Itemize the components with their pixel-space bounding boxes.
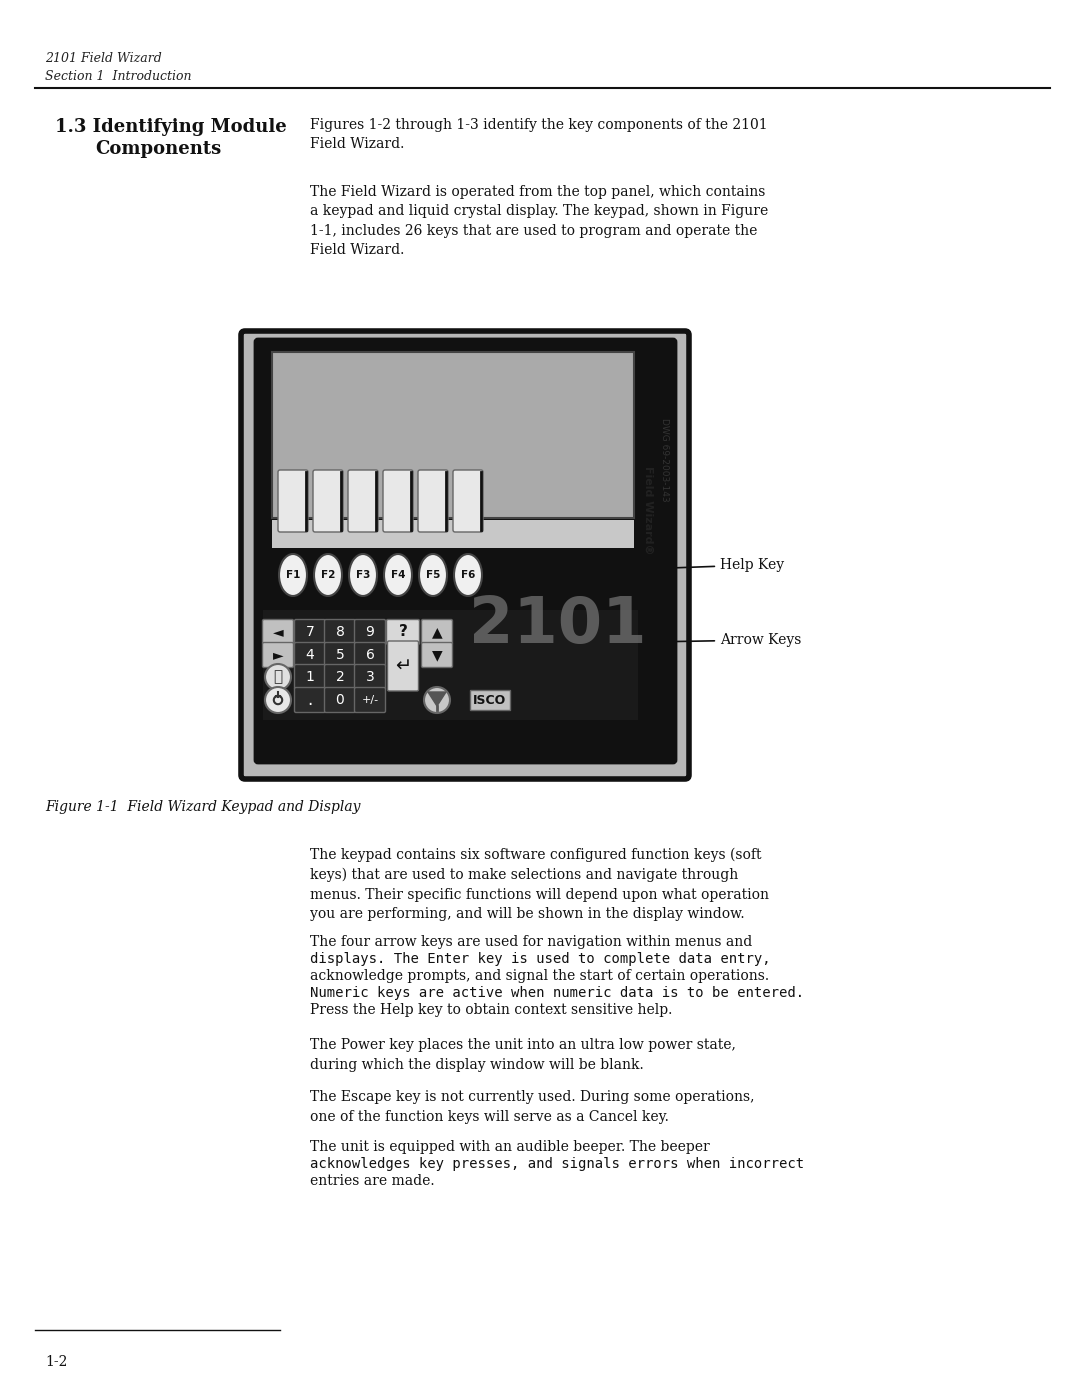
Text: The Power key places the unit into an ultra low power state,
during which the di: The Power key places the unit into an ul… — [310, 1038, 735, 1071]
Text: F5: F5 — [426, 570, 441, 580]
Circle shape — [265, 687, 291, 712]
Text: Components: Components — [95, 140, 221, 158]
Text: F6: F6 — [461, 570, 475, 580]
FancyBboxPatch shape — [418, 469, 448, 532]
FancyBboxPatch shape — [295, 643, 325, 668]
Text: 2: 2 — [336, 671, 345, 685]
Ellipse shape — [314, 555, 342, 597]
Text: 5: 5 — [336, 648, 345, 662]
Text: F1: F1 — [286, 570, 300, 580]
FancyBboxPatch shape — [324, 665, 355, 690]
Text: Numeric keys are active when numeric data is to be entered.: Numeric keys are active when numeric dat… — [310, 986, 805, 1000]
Text: ?: ? — [399, 624, 407, 640]
Text: Field Wizard®: Field Wizard® — [643, 465, 653, 555]
Text: ▲: ▲ — [432, 624, 443, 638]
Text: The four arrow keys are used for navigation within menus and: The four arrow keys are used for navigat… — [310, 935, 753, 949]
Text: ►: ► — [272, 648, 283, 662]
Text: 7: 7 — [306, 624, 314, 638]
FancyBboxPatch shape — [354, 619, 386, 644]
Text: ISCO: ISCO — [473, 693, 507, 707]
FancyBboxPatch shape — [383, 469, 413, 532]
Text: Figure 1-1  Field Wizard Keypad and Display: Figure 1-1 Field Wizard Keypad and Displ… — [45, 800, 361, 814]
FancyBboxPatch shape — [262, 643, 294, 668]
FancyBboxPatch shape — [324, 643, 355, 668]
Text: Section 1  Introduction: Section 1 Introduction — [45, 70, 191, 82]
FancyBboxPatch shape — [354, 665, 386, 690]
Text: Figures 1-2 through 1-3 identify the key components of the 2101
Field Wizard.: Figures 1-2 through 1-3 identify the key… — [310, 117, 768, 151]
Ellipse shape — [419, 555, 447, 597]
FancyBboxPatch shape — [278, 469, 308, 532]
Polygon shape — [428, 692, 446, 705]
Text: Help Key: Help Key — [485, 557, 784, 577]
Text: Ⓘ: Ⓘ — [273, 669, 283, 685]
Text: The keypad contains six software configured function keys (soft
keys) that are u: The keypad contains six software configu… — [310, 848, 769, 922]
Text: F2: F2 — [321, 570, 335, 580]
Text: 9: 9 — [365, 624, 375, 638]
Text: acknowledges key presses, and signals errors when incorrect: acknowledges key presses, and signals er… — [310, 1157, 805, 1171]
Text: displays. The Enter key is used to complete data entry,: displays. The Enter key is used to compl… — [310, 951, 771, 965]
FancyBboxPatch shape — [388, 641, 419, 692]
Ellipse shape — [454, 555, 482, 597]
Text: The Field Wizard is operated from the top panel, which contains
a keypad and liq: The Field Wizard is operated from the to… — [310, 184, 768, 257]
Bar — [272, 352, 634, 518]
Ellipse shape — [384, 555, 411, 597]
Bar — [264, 610, 638, 719]
Circle shape — [424, 687, 450, 712]
Text: 1.3 Identifying Module: 1.3 Identifying Module — [55, 117, 287, 136]
Text: F3: F3 — [355, 570, 370, 580]
Bar — [272, 520, 634, 548]
Text: Press the Help key to obtain context sensitive help.: Press the Help key to obtain context sen… — [310, 1003, 673, 1017]
FancyBboxPatch shape — [295, 665, 325, 690]
Text: 2101: 2101 — [469, 594, 647, 657]
Text: 2101 Field Wizard: 2101 Field Wizard — [45, 52, 162, 66]
Text: 0: 0 — [336, 693, 345, 707]
Text: .: . — [308, 692, 312, 710]
FancyBboxPatch shape — [421, 619, 453, 644]
Text: F4: F4 — [391, 570, 405, 580]
FancyBboxPatch shape — [295, 687, 325, 712]
FancyBboxPatch shape — [255, 339, 676, 763]
Text: ↵: ↵ — [395, 657, 411, 676]
Text: The unit is equipped with an audible beeper. The beeper: The unit is equipped with an audible bee… — [310, 1140, 710, 1154]
Text: ▼: ▼ — [432, 648, 443, 662]
FancyBboxPatch shape — [324, 619, 355, 644]
FancyBboxPatch shape — [348, 469, 378, 532]
FancyBboxPatch shape — [453, 469, 483, 532]
FancyBboxPatch shape — [354, 643, 386, 668]
Text: 6: 6 — [365, 648, 375, 662]
Text: 3: 3 — [366, 671, 375, 685]
FancyBboxPatch shape — [324, 687, 355, 712]
FancyBboxPatch shape — [354, 687, 386, 712]
Text: 4: 4 — [306, 648, 314, 662]
Text: +/-: +/- — [362, 694, 379, 705]
Text: entries are made.: entries are made. — [310, 1173, 434, 1187]
FancyBboxPatch shape — [262, 619, 294, 644]
FancyBboxPatch shape — [241, 331, 689, 780]
FancyBboxPatch shape — [387, 619, 419, 644]
Circle shape — [265, 664, 291, 690]
Text: acknowledge prompts, and signal the start of certain operations.: acknowledge prompts, and signal the star… — [310, 970, 769, 983]
Ellipse shape — [279, 555, 307, 597]
Text: 1-2: 1-2 — [45, 1355, 67, 1369]
Text: 1: 1 — [306, 671, 314, 685]
Text: DWG 69-2003-143: DWG 69-2003-143 — [661, 418, 670, 502]
Text: Arrow Keys: Arrow Keys — [485, 633, 801, 648]
Text: The Escape key is not currently used. During some operations,
one of the functio: The Escape key is not currently used. Du… — [310, 1090, 755, 1123]
Ellipse shape — [349, 555, 377, 597]
Text: ◄: ◄ — [272, 624, 283, 638]
FancyBboxPatch shape — [295, 619, 325, 644]
Text: 8: 8 — [336, 624, 345, 638]
FancyBboxPatch shape — [313, 469, 343, 532]
FancyBboxPatch shape — [421, 643, 453, 668]
